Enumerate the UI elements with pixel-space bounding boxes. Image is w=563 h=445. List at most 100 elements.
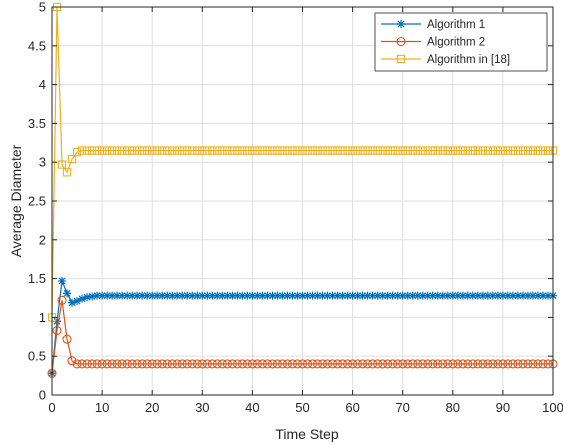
data-point [67,356,77,366]
data-point [523,291,532,300]
legend-label: Algorithm 1 [427,19,485,31]
series-group [47,2,558,378]
data-point [228,291,237,300]
data-point [483,359,493,369]
data-point [162,359,172,369]
data-point [232,359,242,369]
data-point [368,291,377,300]
data-point [358,359,368,369]
data-point [153,291,162,300]
data-point [173,291,182,300]
data-point [438,359,448,369]
data-point [473,359,483,369]
data-point [418,359,428,369]
data-point [183,146,192,155]
data-point [478,359,488,369]
data-point [543,146,553,155]
data-point [157,359,167,369]
data-point [503,291,512,300]
data-point [273,291,282,300]
data-point [458,146,467,155]
data-point [133,146,142,155]
data-point [163,291,172,300]
data-point [213,146,222,155]
data-point [453,291,462,300]
data-point [273,146,282,155]
data-point [87,146,97,155]
data-point [468,359,478,369]
data-point [203,291,212,300]
data-point [268,146,277,155]
data-point [153,146,162,155]
data-point [523,359,533,369]
data-point [83,293,92,302]
data-point [58,276,67,285]
data-point [188,291,197,300]
x-tick-label: 100 [542,400,563,415]
data-point [262,359,272,369]
data-point [123,146,132,155]
data-point [533,291,542,300]
data-point [248,291,257,300]
data-point [102,146,112,155]
data-point [228,146,237,155]
data-point [178,146,187,155]
data-point [378,146,387,155]
data-point [142,359,152,369]
data-point [408,146,417,155]
data-point [68,298,77,307]
data-point [188,146,197,155]
data-point [388,291,397,300]
data-point [303,291,312,300]
data-point [538,291,547,300]
data-point [223,291,232,300]
legend-entry: Algorithm 2 [381,37,485,49]
data-point [378,291,387,300]
data-point [277,359,288,369]
data-point [543,359,553,369]
data-point [208,291,217,300]
data-point [538,359,548,369]
data-point [97,359,107,369]
data-point [408,291,417,300]
legend-label: Algorithm in [18] [427,54,510,66]
y-tick-label: 1.5 [28,271,46,286]
data-point [428,146,437,155]
data-point [237,359,247,369]
data-point [258,291,267,300]
data-point [473,291,482,300]
data-point [257,359,267,369]
legend: Algorithm 1 Algorithm 2 Algorithm in [18] [374,12,548,72]
data-point [313,146,322,155]
data-point [117,146,127,155]
data-point [107,146,117,155]
data-point [252,359,262,369]
data-point [453,359,463,369]
x-tick-label: 0 [48,400,55,415]
data-point [103,291,112,300]
data-point [52,326,62,336]
data-point [448,291,457,300]
data-point [458,359,468,369]
y-tick-label: 2 [39,232,46,247]
data-point [57,160,67,169]
data-point [302,359,313,369]
data-point [102,359,112,369]
data-point [538,146,548,155]
data-point [348,146,357,155]
data-point [243,146,252,155]
data-point [283,146,292,155]
data-point [112,359,122,369]
data-point [203,146,212,155]
data-point [218,291,227,300]
data-point [438,291,447,300]
x-tick-label: 30 [195,400,209,415]
data-point [293,146,302,155]
data-point [318,291,327,300]
x-axis-label: Time Step [275,426,338,442]
y-tick-label: 4 [39,77,46,92]
data-point [127,359,137,369]
data-point [528,146,538,155]
data-point [323,291,332,300]
